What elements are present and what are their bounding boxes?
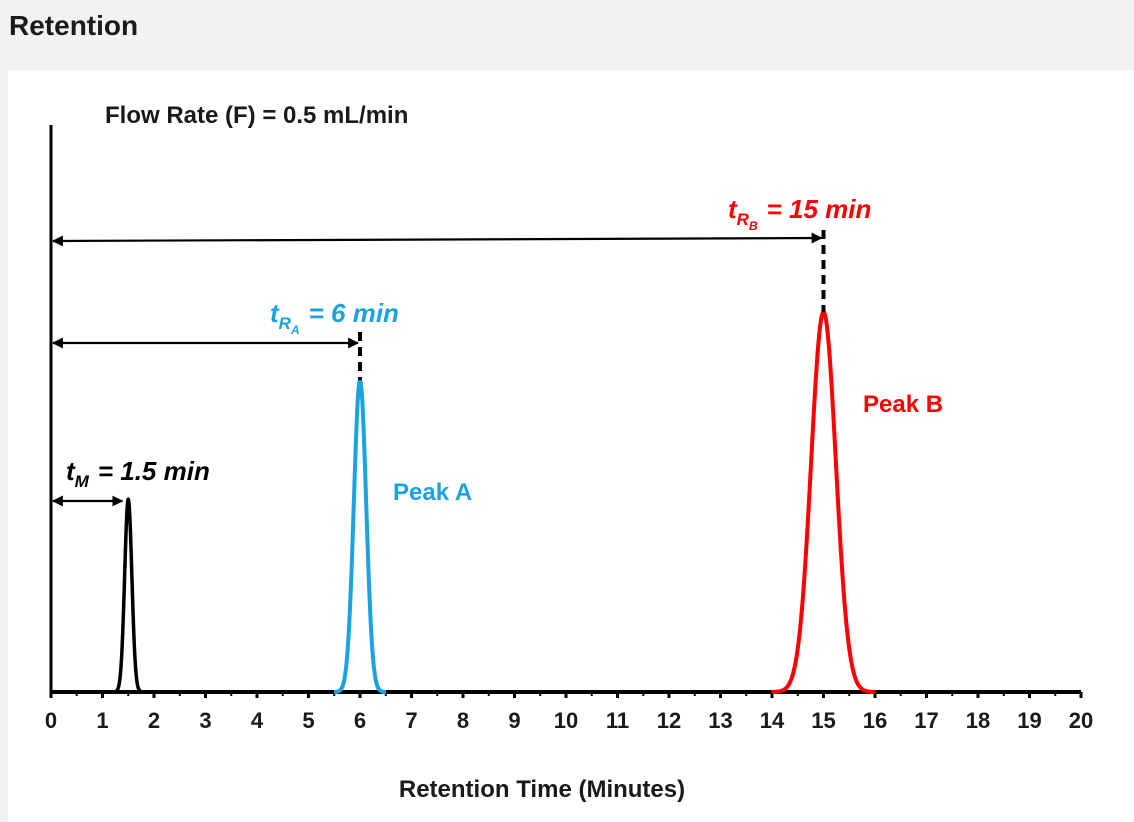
x-tick-label: 19 bbox=[1017, 708, 1041, 733]
retention-arrows bbox=[51, 232, 823, 507]
trb-symbol: t bbox=[728, 194, 738, 224]
tra-label: tRA = 6 min bbox=[270, 298, 399, 337]
trb-arrow bbox=[51, 232, 823, 247]
x-tick-label: 13 bbox=[708, 708, 732, 733]
peak-markers bbox=[358, 230, 826, 381]
x-tick-label: 20 bbox=[1069, 708, 1093, 733]
x-tick-label: 5 bbox=[302, 708, 314, 733]
x-tick-label: 7 bbox=[405, 708, 417, 733]
x-tick-label: 9 bbox=[508, 708, 520, 733]
x-tick-marks bbox=[49, 692, 1083, 698]
trb-label: tRB = 15 min bbox=[728, 194, 871, 233]
x-tick-label: 0 bbox=[45, 708, 57, 733]
trb-subsubscript: B bbox=[749, 219, 758, 233]
x-tick-label: 4 bbox=[251, 708, 264, 733]
peak-curve-1 bbox=[111, 497, 145, 694]
tm-value: = 1.5 min bbox=[98, 456, 210, 486]
x-tick-label: 8 bbox=[457, 708, 469, 733]
x-tick-label: 2 bbox=[148, 708, 160, 733]
tra-subscript: R bbox=[279, 314, 292, 333]
page-title: Retention bbox=[9, 10, 139, 41]
tra-subsubscript: A bbox=[290, 323, 300, 337]
x-tick-label: 6 bbox=[354, 708, 366, 733]
peak-curve-2 bbox=[332, 378, 388, 694]
x-tick-label: 18 bbox=[966, 708, 990, 733]
peak-curves bbox=[111, 310, 877, 694]
peak-a-label: Peak A bbox=[393, 479, 472, 506]
x-tick-label: 3 bbox=[199, 708, 211, 733]
x-tick-label: 16 bbox=[863, 708, 887, 733]
x-tick-label: 1 bbox=[96, 708, 108, 733]
tm-subscript: M bbox=[75, 472, 90, 491]
chromatogram-chart: 0 1 2 3 4 5 6 7 8 9 10 11 12 13 14 15 16 17 18 19 20 Retenti… bbox=[45, 102, 1093, 803]
x-tick-label: 12 bbox=[657, 708, 681, 733]
tra-value: = 6 min bbox=[309, 298, 399, 328]
x-tick-label: 11 bbox=[606, 708, 629, 733]
chromatogram-figure: 0 1 2 3 4 5 6 7 8 9 10 11 12 13 14 15 16 17 18 19 20 Retenti… bbox=[8, 70, 1134, 822]
trb-value: = 15 min bbox=[767, 194, 872, 224]
tm-symbol: t bbox=[66, 456, 76, 486]
x-tick-labels: 0 1 2 3 4 5 6 7 8 9 10 11 12 13 14 15 16 17 18 19 20 bbox=[45, 708, 1093, 733]
tm-label: tM = 1.5 min bbox=[66, 456, 210, 491]
tra-symbol: t bbox=[270, 298, 280, 328]
x-tick-label: 14 bbox=[760, 708, 785, 733]
x-tick-label: 10 bbox=[554, 708, 578, 733]
trb-subscript: R bbox=[737, 210, 750, 229]
flow-rate-label: Flow Rate (F) = 0.5 mL/min bbox=[105, 102, 408, 129]
x-tick-label: 17 bbox=[914, 708, 938, 733]
peak-b-label: Peak B bbox=[863, 391, 943, 418]
x-tick-label: 15 bbox=[811, 708, 835, 733]
peak-curve-3 bbox=[770, 310, 877, 694]
x-axis-label: Retention Time (Minutes) bbox=[399, 776, 685, 803]
